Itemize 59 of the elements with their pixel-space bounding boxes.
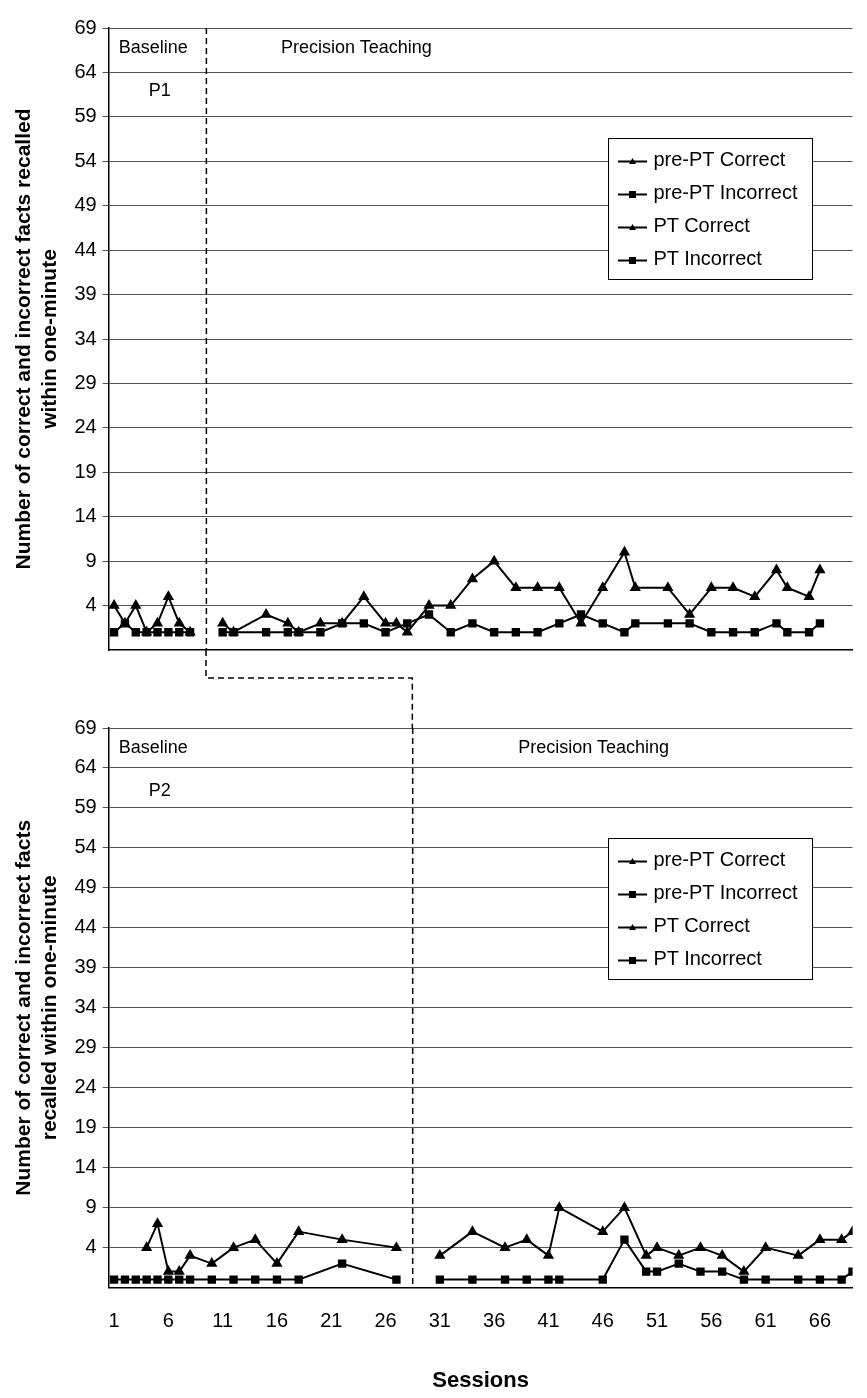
- y-tick-label: 49: [74, 875, 97, 898]
- y-tick-label: 24: [74, 415, 97, 438]
- x-tick-label: 46: [591, 1309, 614, 1332]
- y-tick-label: 59: [74, 104, 97, 127]
- x-tick-label: 51: [645, 1309, 669, 1332]
- annotation: Baseline: [118, 736, 188, 757]
- legend-label: pre-PT Incorrect: [653, 881, 798, 903]
- x-tick-label: 41: [537, 1309, 560, 1332]
- y-tick-label: 64: [74, 59, 97, 82]
- y-tick-label: 29: [74, 1035, 97, 1058]
- legend-label: PT Incorrect: [653, 947, 762, 969]
- y-tick-label: 14: [74, 1155, 97, 1178]
- y-tick-label: 39: [74, 955, 97, 978]
- legend-label: PT Incorrect: [653, 247, 762, 269]
- y-tick-label: 49: [74, 193, 97, 216]
- y-tick-label: 29: [74, 370, 97, 393]
- y-tick-label: 54: [74, 835, 97, 858]
- y-tick-label: 9: [85, 1195, 97, 1218]
- y-tick-label: 19: [74, 459, 97, 482]
- x-tick-label: 6: [162, 1309, 174, 1332]
- x-axis-title: Sessions: [432, 1366, 529, 1392]
- y-tick-label: 34: [74, 995, 97, 1018]
- y-tick-label: 4: [85, 1235, 97, 1258]
- annotation: P2: [148, 779, 171, 800]
- y-tick-label: 34: [74, 326, 97, 349]
- y-tick-label: 39: [74, 282, 97, 305]
- legend-label: pre-PT Correct: [653, 848, 786, 870]
- y-tick-label: 19: [74, 1115, 97, 1138]
- y-tick-label: 59: [74, 795, 97, 818]
- y-axis-title: Number of correct and incorrect facts recalled within one-minute: [11, 819, 60, 1196]
- y-axis-title: Number of correct and incorrect facts recalled within one-minute: [11, 108, 60, 570]
- x-tick-label: 21: [320, 1309, 343, 1332]
- y-tick-label: 69: [74, 15, 97, 38]
- annotation: P1: [148, 79, 171, 100]
- y-tick-label: 9: [85, 548, 97, 571]
- legend-label: PT Correct: [653, 914, 750, 936]
- y-tick-label: 24: [74, 1075, 97, 1098]
- x-tick-label: 11: [212, 1309, 234, 1332]
- x-tick-label: 1: [108, 1309, 120, 1332]
- x-tick-label: 61: [754, 1309, 777, 1332]
- legend-label: PT Correct: [653, 214, 750, 236]
- annotation: Precision Teaching: [281, 36, 432, 57]
- y-tick-label: 69: [74, 715, 97, 738]
- y-tick-label: 54: [74, 148, 97, 171]
- x-tick-label: 31: [428, 1309, 451, 1332]
- x-tick-label: 36: [483, 1309, 506, 1332]
- x-tick-label: 56: [700, 1309, 723, 1332]
- y-tick-label: 4: [85, 593, 97, 616]
- annotation: Precision Teaching: [518, 736, 670, 757]
- y-tick-label: 44: [74, 237, 97, 260]
- legend-label: pre-PT Correct: [653, 148, 786, 170]
- annotation: Baseline: [118, 36, 188, 57]
- y-tick-label: 64: [74, 755, 97, 778]
- y-tick-label: 44: [74, 915, 97, 938]
- legend-label: pre-PT Incorrect: [653, 181, 798, 203]
- x-tick-label: 26: [374, 1309, 397, 1332]
- y-tick-label: 14: [74, 504, 97, 527]
- x-tick-label: 66: [808, 1309, 832, 1332]
- x-tick-label: 16: [265, 1309, 289, 1332]
